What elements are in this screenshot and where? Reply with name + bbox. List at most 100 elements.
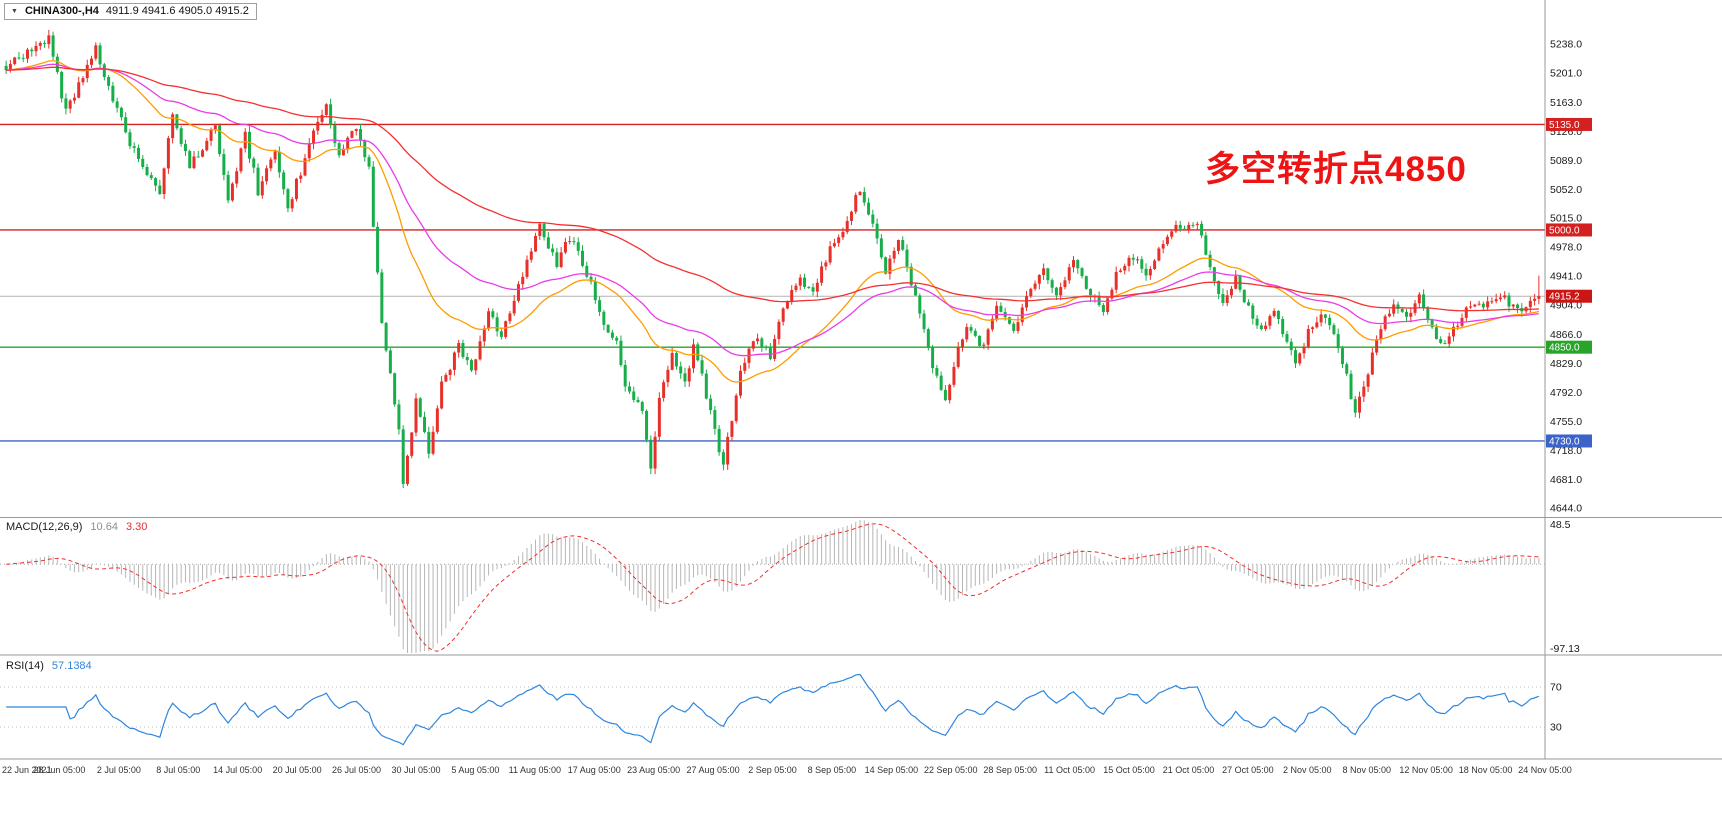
symbol-info-box[interactable]: ▼ CHINA300-,H4 4911.9 4941.6 4905.0 4915… xyxy=(4,3,257,20)
candle xyxy=(72,93,76,104)
time-axis-label: 2 Sep 05:00 xyxy=(748,765,797,775)
candle xyxy=(452,351,456,376)
candle xyxy=(1439,336,1443,345)
candle xyxy=(551,243,555,256)
candle xyxy=(1174,220,1178,234)
candle xyxy=(1114,266,1118,294)
candle xyxy=(1481,301,1485,310)
candle xyxy=(205,137,209,152)
candle xyxy=(598,296,602,317)
candle xyxy=(1084,275,1088,290)
candle xyxy=(440,376,444,410)
time-axis-label: 17 Aug 05:00 xyxy=(568,765,621,775)
candle xyxy=(909,263,913,288)
candle xyxy=(512,295,516,316)
candle xyxy=(721,449,725,471)
candle xyxy=(209,127,213,146)
candle xyxy=(1127,255,1131,272)
time-axis-label: 18 Nov 05:00 xyxy=(1459,765,1513,775)
candle xyxy=(410,431,414,459)
candle xyxy=(803,273,807,289)
candle xyxy=(218,123,222,157)
candle xyxy=(1165,234,1169,247)
candle xyxy=(1319,309,1323,327)
candle xyxy=(973,328,977,338)
candle xyxy=(892,247,896,264)
candle xyxy=(333,121,337,148)
candle xyxy=(201,148,205,158)
candle xyxy=(568,236,572,245)
candle xyxy=(982,342,986,350)
candle xyxy=(576,237,580,256)
candle xyxy=(346,136,350,154)
price-axis-label: 4792.0 xyxy=(1550,387,1582,399)
price-axis-label: 4866.0 xyxy=(1550,329,1582,341)
candle xyxy=(350,130,354,139)
time-axis-label: 23 Aug 05:00 xyxy=(627,765,680,775)
candle xyxy=(508,310,512,324)
candle xyxy=(914,283,918,296)
candle xyxy=(1234,270,1238,290)
candle xyxy=(243,128,247,153)
candle xyxy=(1123,263,1127,275)
candle xyxy=(38,41,42,51)
candle xyxy=(534,232,538,252)
candle xyxy=(51,31,55,61)
candle xyxy=(1516,303,1520,314)
candle xyxy=(1251,303,1255,325)
price-axis-label: 4829.0 xyxy=(1550,358,1582,370)
candle xyxy=(132,142,136,153)
candle xyxy=(1490,297,1494,305)
candle xyxy=(1264,321,1268,332)
candle xyxy=(1511,304,1515,309)
candle xyxy=(521,272,525,290)
candle xyxy=(820,261,824,286)
candle xyxy=(1080,267,1084,279)
candle xyxy=(1131,253,1135,266)
candle xyxy=(713,405,717,435)
candle xyxy=(901,236,905,252)
time-axis-label: 14 Sep 05:00 xyxy=(865,765,919,775)
candle xyxy=(495,312,499,337)
time-axis-label: 28 Sep 05:00 xyxy=(983,765,1037,775)
candle xyxy=(849,210,853,226)
macd-signal-value: 3.30 xyxy=(125,521,148,533)
candle xyxy=(585,261,589,279)
candle xyxy=(286,187,290,213)
candle xyxy=(1294,347,1298,368)
candle xyxy=(781,307,785,326)
candle xyxy=(260,176,264,199)
candle xyxy=(461,339,465,359)
macd-histogram xyxy=(9,520,1540,653)
candle xyxy=(1191,222,1195,228)
time-axis-label: 24 Nov 05:00 xyxy=(1518,765,1572,775)
candle xyxy=(247,126,251,164)
candle xyxy=(1498,293,1502,302)
candle xyxy=(457,339,461,358)
candle xyxy=(1464,306,1468,323)
candle xyxy=(1486,296,1490,311)
candle xyxy=(397,399,401,435)
candle xyxy=(832,238,836,248)
candle xyxy=(1507,292,1511,312)
candle xyxy=(999,302,1003,313)
macd-signal-line xyxy=(6,523,1539,652)
candle xyxy=(657,392,661,441)
candle xyxy=(1289,338,1293,356)
level-price-tag: 4730.0 xyxy=(1546,434,1592,448)
candle xyxy=(1097,291,1101,307)
current-price-tag: 4915.2 xyxy=(1546,289,1592,303)
candle xyxy=(824,259,828,271)
candle xyxy=(717,425,721,456)
candle xyxy=(504,320,508,339)
candle xyxy=(1033,280,1037,291)
price-axis-label: 4644.0 xyxy=(1550,503,1582,515)
candle xyxy=(1302,342,1306,359)
candle xyxy=(43,40,47,48)
candle xyxy=(107,75,111,91)
candle xyxy=(363,139,367,162)
candle xyxy=(81,76,85,86)
collapse-arrow-icon[interactable]: ▼ xyxy=(11,7,18,15)
candle xyxy=(376,222,380,275)
